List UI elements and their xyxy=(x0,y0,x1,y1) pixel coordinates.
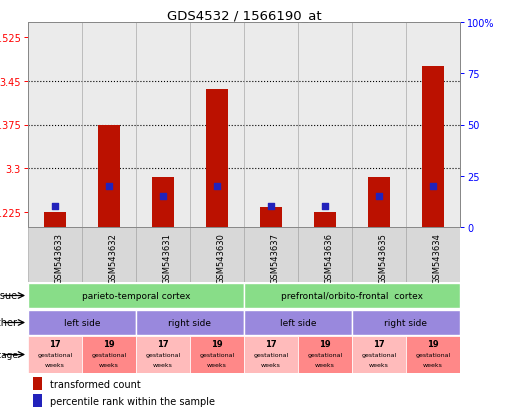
Text: GSM543635: GSM543635 xyxy=(379,233,388,284)
Text: gestational: gestational xyxy=(254,352,289,357)
Bar xyxy=(136,311,244,335)
Bar xyxy=(136,336,190,373)
Bar xyxy=(33,394,42,407)
Point xyxy=(267,204,275,210)
Bar xyxy=(244,284,460,308)
Text: weeks: weeks xyxy=(99,363,119,368)
Text: GSM543631: GSM543631 xyxy=(163,233,172,284)
Text: 19: 19 xyxy=(427,339,439,348)
Text: weeks: weeks xyxy=(153,363,173,368)
Bar xyxy=(28,336,82,373)
Bar xyxy=(82,336,136,373)
Bar xyxy=(406,23,460,228)
Text: development stage: development stage xyxy=(0,350,18,359)
Bar xyxy=(206,90,228,228)
Text: weeks: weeks xyxy=(423,363,443,368)
Bar xyxy=(352,228,406,282)
Bar xyxy=(190,336,244,373)
Text: left side: left side xyxy=(64,318,100,327)
Text: gestational: gestational xyxy=(199,352,235,357)
Bar xyxy=(82,23,136,228)
Bar xyxy=(406,336,460,373)
Point xyxy=(159,193,167,200)
Bar xyxy=(244,23,298,228)
Text: gestational: gestational xyxy=(37,352,73,357)
Text: weeks: weeks xyxy=(207,363,227,368)
Point xyxy=(321,204,329,210)
Text: weeks: weeks xyxy=(261,363,281,368)
Bar xyxy=(190,23,244,228)
Bar xyxy=(260,207,282,228)
Text: weeks: weeks xyxy=(45,363,65,368)
Bar xyxy=(98,125,120,228)
Bar xyxy=(28,284,244,308)
Bar xyxy=(298,23,352,228)
Text: 17: 17 xyxy=(157,339,169,348)
Bar xyxy=(28,23,82,228)
Bar xyxy=(298,336,352,373)
Bar xyxy=(152,178,174,228)
Text: 17: 17 xyxy=(265,339,277,348)
Bar xyxy=(136,23,190,228)
Bar xyxy=(190,228,244,282)
Point xyxy=(429,183,437,190)
Text: GSM543637: GSM543637 xyxy=(271,233,280,284)
Bar xyxy=(28,228,82,282)
Text: gestational: gestational xyxy=(145,352,181,357)
Bar xyxy=(136,228,190,282)
Text: GSM543636: GSM543636 xyxy=(325,233,334,284)
Bar xyxy=(352,23,406,228)
Text: right side: right side xyxy=(384,318,428,327)
Bar xyxy=(244,311,352,335)
Text: gestational: gestational xyxy=(362,352,396,357)
Text: transformed count: transformed count xyxy=(49,379,140,389)
Text: gestational: gestational xyxy=(91,352,127,357)
Bar xyxy=(244,336,298,373)
Point xyxy=(51,204,59,210)
Bar xyxy=(28,311,136,335)
Bar xyxy=(368,178,390,228)
Bar xyxy=(298,228,352,282)
Text: GSM543633: GSM543633 xyxy=(55,233,64,284)
Bar xyxy=(82,228,136,282)
Text: prefrontal/orbito-frontal  cortex: prefrontal/orbito-frontal cortex xyxy=(281,291,423,300)
Text: gestational: gestational xyxy=(416,352,450,357)
Text: tissue: tissue xyxy=(0,291,18,301)
Bar xyxy=(352,311,460,335)
Bar xyxy=(244,228,298,282)
Bar xyxy=(314,213,336,228)
Text: 19: 19 xyxy=(211,339,223,348)
Text: right side: right side xyxy=(169,318,212,327)
Text: 19: 19 xyxy=(103,339,115,348)
Text: GSM543632: GSM543632 xyxy=(109,233,118,284)
Text: gestational: gestational xyxy=(308,352,342,357)
Text: weeks: weeks xyxy=(369,363,389,368)
Bar xyxy=(44,213,66,228)
Bar xyxy=(352,336,406,373)
Title: GDS4532 / 1566190_at: GDS4532 / 1566190_at xyxy=(167,9,321,22)
Text: percentile rank within the sample: percentile rank within the sample xyxy=(49,396,215,406)
Text: parieto-temporal cortex: parieto-temporal cortex xyxy=(82,291,190,300)
Bar xyxy=(406,228,460,282)
Point xyxy=(105,183,113,190)
Bar xyxy=(422,67,444,228)
Text: 19: 19 xyxy=(319,339,331,348)
Text: left side: left side xyxy=(280,318,316,327)
Text: GSM543630: GSM543630 xyxy=(217,233,226,284)
Text: weeks: weeks xyxy=(315,363,335,368)
Text: other: other xyxy=(0,318,18,328)
Text: 17: 17 xyxy=(373,339,385,348)
Bar xyxy=(33,377,42,390)
Text: GSM543634: GSM543634 xyxy=(433,233,442,284)
Text: 17: 17 xyxy=(49,339,61,348)
Point xyxy=(375,193,383,200)
Point xyxy=(213,183,221,190)
